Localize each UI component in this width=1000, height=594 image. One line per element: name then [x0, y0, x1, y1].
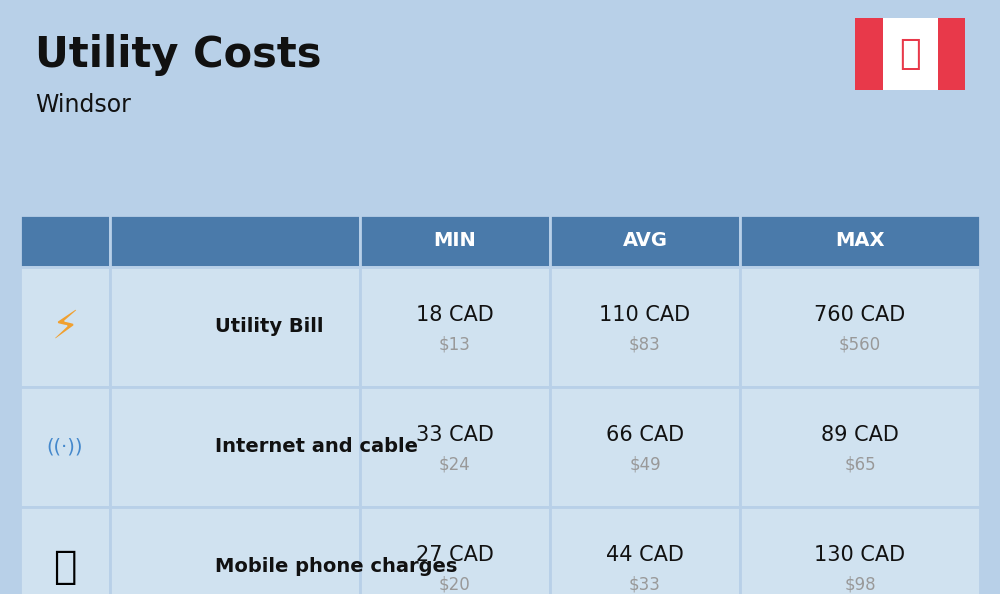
Bar — [360, 387, 550, 507]
Text: MIN: MIN — [434, 232, 476, 251]
Text: $24: $24 — [439, 456, 471, 474]
Text: Utility Costs: Utility Costs — [35, 34, 322, 76]
Text: ⚡: ⚡ — [51, 308, 79, 346]
Bar — [855, 18, 965, 90]
Bar — [740, 507, 980, 594]
Bar — [110, 267, 360, 387]
Bar — [360, 215, 550, 267]
Bar — [855, 18, 883, 90]
Text: $560: $560 — [839, 336, 881, 354]
Text: $33: $33 — [629, 576, 661, 594]
Bar — [110, 215, 360, 267]
Text: $49: $49 — [629, 456, 661, 474]
Text: Utility Bill: Utility Bill — [215, 318, 324, 336]
Text: $83: $83 — [629, 336, 661, 354]
Text: Mobile phone charges: Mobile phone charges — [215, 558, 457, 577]
Text: 89 CAD: 89 CAD — [821, 425, 899, 445]
Text: $98: $98 — [844, 576, 876, 594]
Bar — [550, 507, 740, 594]
Text: $13: $13 — [439, 336, 471, 354]
Bar — [938, 18, 965, 90]
Bar — [550, 267, 740, 387]
Text: ((·)): ((·)) — [47, 438, 83, 457]
Bar — [110, 387, 360, 507]
Text: Windsor: Windsor — [35, 93, 131, 117]
Bar — [20, 507, 110, 594]
Bar — [360, 267, 550, 387]
Text: 18 CAD: 18 CAD — [416, 305, 494, 325]
Bar — [740, 267, 980, 387]
Text: $65: $65 — [844, 456, 876, 474]
Bar — [20, 267, 110, 387]
Text: AVG: AVG — [622, 232, 668, 251]
Text: $20: $20 — [439, 576, 471, 594]
Bar — [550, 215, 740, 267]
Bar — [550, 387, 740, 507]
Bar — [110, 507, 360, 594]
Text: 🍁: 🍁 — [899, 37, 921, 71]
Text: 760 CAD: 760 CAD — [814, 305, 906, 325]
Text: Internet and cable: Internet and cable — [215, 438, 418, 457]
Text: 📱: 📱 — [53, 548, 77, 586]
Text: 27 CAD: 27 CAD — [416, 545, 494, 565]
Bar — [740, 215, 980, 267]
Text: 33 CAD: 33 CAD — [416, 425, 494, 445]
Bar — [740, 387, 980, 507]
Text: 66 CAD: 66 CAD — [606, 425, 684, 445]
Text: MAX: MAX — [835, 232, 885, 251]
Bar — [20, 387, 110, 507]
Text: 44 CAD: 44 CAD — [606, 545, 684, 565]
Text: 130 CAD: 130 CAD — [814, 545, 906, 565]
Text: 110 CAD: 110 CAD — [599, 305, 691, 325]
Bar — [360, 507, 550, 594]
Bar — [20, 215, 110, 267]
